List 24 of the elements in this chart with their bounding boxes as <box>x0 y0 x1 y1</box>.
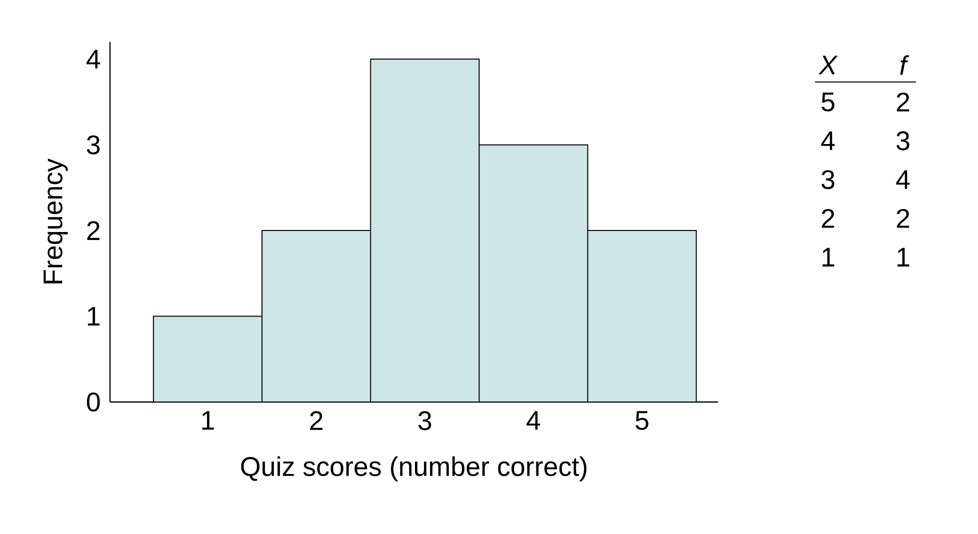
x-tick-label: 2 <box>310 411 322 430</box>
x-tick-label: 1 <box>202 411 214 430</box>
y-axis-title: Frequency <box>44 158 68 284</box>
text: 1 <box>898 248 910 266</box>
x-tick-label: 4 <box>526 411 540 430</box>
y-tick-label: 3 <box>86 135 100 154</box>
y-tick-label: 0 <box>86 392 100 412</box>
text: 2 <box>896 209 910 228</box>
text: 2 <box>822 209 834 228</box>
text: 4 <box>821 132 835 150</box>
text: 2 <box>896 92 910 112</box>
text: 5 <box>822 92 834 112</box>
text: 3 <box>822 170 834 190</box>
y-tick-label: 4 <box>86 50 100 68</box>
y-tick-label: 2 <box>87 221 100 240</box>
x-axis-title: Quiz scores (number correct) <box>241 456 586 482</box>
x-tick-label: 5 <box>636 411 648 430</box>
x-tick-label: 3 <box>418 411 432 430</box>
text: 4 <box>896 170 910 189</box>
text: f <box>900 55 910 75</box>
text: X <box>818 56 838 74</box>
text: 1 <box>822 248 834 266</box>
text: 3 <box>896 131 910 150</box>
y-tick-label: 1 <box>88 307 100 326</box>
